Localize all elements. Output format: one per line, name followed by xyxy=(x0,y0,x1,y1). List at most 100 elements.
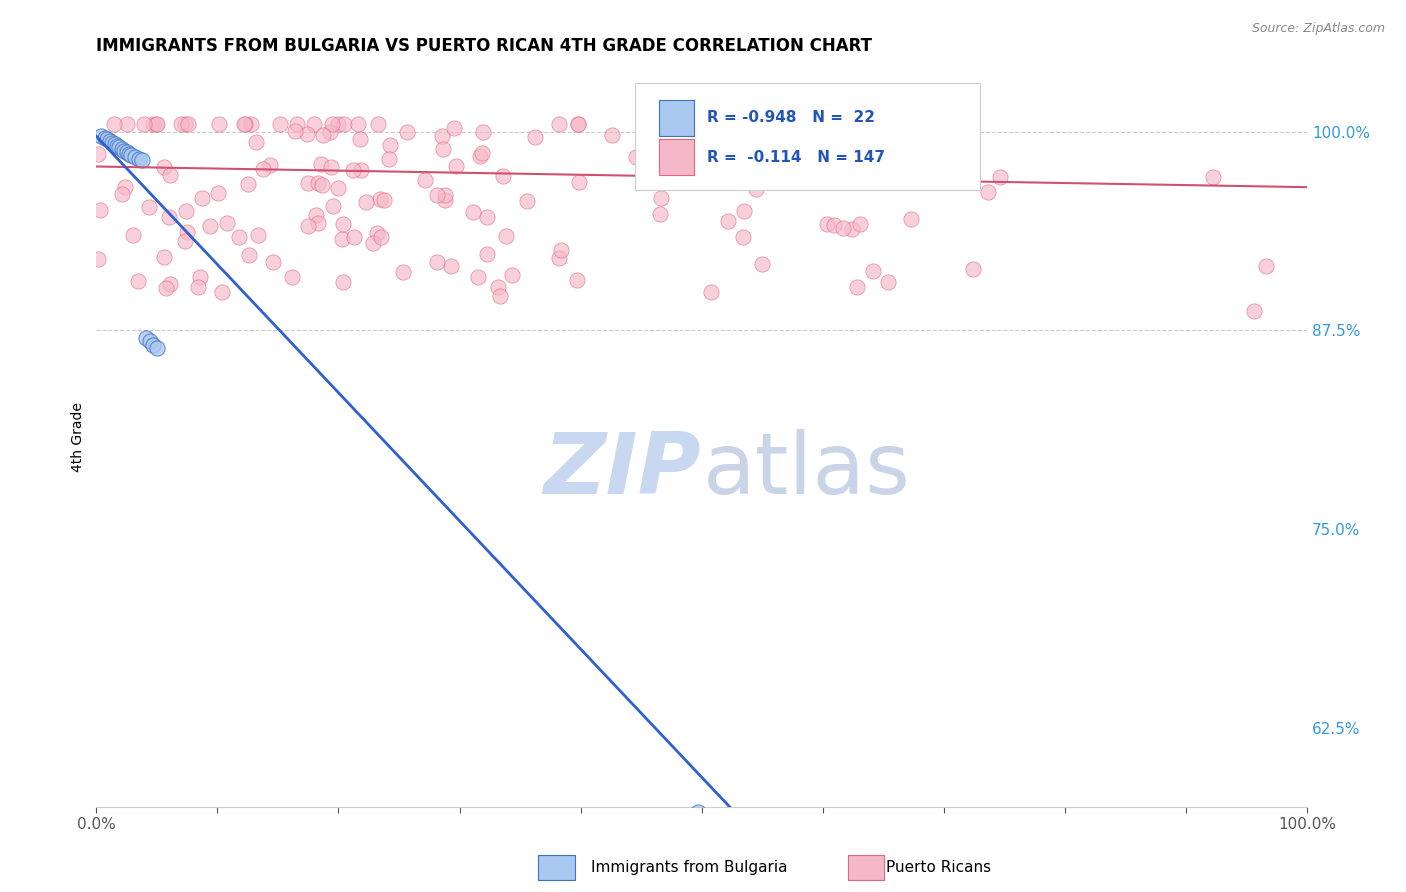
Point xyxy=(108,140,131,154)
Point xyxy=(191,191,214,205)
Point xyxy=(378,152,401,166)
Point xyxy=(322,199,344,213)
Point xyxy=(1256,259,1278,273)
Point xyxy=(977,185,1000,199)
Point xyxy=(695,811,717,825)
Point xyxy=(567,117,589,131)
Point xyxy=(395,125,418,139)
Point xyxy=(373,193,395,207)
Point xyxy=(489,289,512,303)
Point xyxy=(342,162,364,177)
Point xyxy=(297,219,319,234)
Point xyxy=(159,168,181,182)
Point xyxy=(132,117,155,131)
Point xyxy=(745,182,768,196)
Point xyxy=(96,132,118,146)
Point xyxy=(309,157,332,171)
Point xyxy=(565,273,588,287)
Point xyxy=(169,117,191,131)
Point xyxy=(988,170,1011,185)
Point xyxy=(326,180,349,194)
Point xyxy=(128,152,150,166)
Point xyxy=(87,252,110,266)
Point xyxy=(252,161,274,176)
FancyBboxPatch shape xyxy=(659,100,695,136)
Point xyxy=(796,170,818,185)
Point xyxy=(247,228,270,243)
Point xyxy=(176,225,198,239)
FancyBboxPatch shape xyxy=(659,139,695,175)
Point xyxy=(444,160,467,174)
Point xyxy=(153,250,176,264)
Point xyxy=(648,207,671,221)
Point xyxy=(495,228,517,243)
Point xyxy=(305,208,328,222)
Point xyxy=(747,117,769,131)
Point xyxy=(815,217,838,231)
Point xyxy=(343,230,366,244)
Point xyxy=(548,117,571,131)
Point xyxy=(823,219,845,233)
Point xyxy=(1243,304,1265,318)
Point xyxy=(472,125,495,139)
Point xyxy=(443,120,465,135)
Point xyxy=(367,117,389,131)
Point xyxy=(366,226,388,240)
Point xyxy=(87,147,110,161)
Point xyxy=(350,162,373,177)
Point xyxy=(717,214,740,228)
Point xyxy=(145,117,167,131)
Point xyxy=(228,229,250,244)
Point xyxy=(768,117,790,131)
Point xyxy=(354,195,377,210)
Point xyxy=(332,117,354,131)
Point xyxy=(90,129,112,144)
Point xyxy=(155,281,177,295)
Point xyxy=(846,280,869,294)
Point xyxy=(321,117,343,131)
Point xyxy=(831,221,853,235)
Point xyxy=(142,117,165,131)
Point xyxy=(174,204,197,219)
Point xyxy=(111,142,134,156)
Point xyxy=(157,210,180,224)
Point xyxy=(233,117,256,131)
Point xyxy=(415,172,437,186)
Point xyxy=(98,134,121,148)
Point xyxy=(207,186,229,200)
Point xyxy=(841,222,863,236)
Point xyxy=(238,178,260,192)
Point xyxy=(501,268,523,282)
Point xyxy=(524,130,547,145)
Point xyxy=(259,158,281,172)
Point xyxy=(307,216,329,230)
Point xyxy=(467,270,489,285)
Point xyxy=(319,160,342,174)
Point xyxy=(426,255,449,269)
Text: Immigrants from Bulgaria: Immigrants from Bulgaria xyxy=(591,860,787,874)
Point xyxy=(626,150,648,164)
Point xyxy=(105,138,128,153)
Point xyxy=(135,331,157,345)
Text: Puerto Ricans: Puerto Ricans xyxy=(886,860,991,874)
Point xyxy=(700,285,723,300)
Point xyxy=(233,117,256,131)
Point xyxy=(717,139,740,153)
Point xyxy=(187,280,209,294)
Point xyxy=(368,192,391,206)
Point xyxy=(269,117,291,131)
Point xyxy=(131,153,153,168)
Point xyxy=(547,252,569,266)
Point xyxy=(89,203,111,218)
Point xyxy=(111,186,134,201)
Point xyxy=(363,235,385,250)
FancyBboxPatch shape xyxy=(636,83,980,190)
Point xyxy=(297,127,319,141)
Point xyxy=(94,131,117,145)
Point xyxy=(733,229,755,244)
Point xyxy=(101,136,124,150)
Point xyxy=(468,149,491,163)
Point xyxy=(425,188,447,202)
Point xyxy=(103,117,125,131)
Point xyxy=(349,132,371,146)
